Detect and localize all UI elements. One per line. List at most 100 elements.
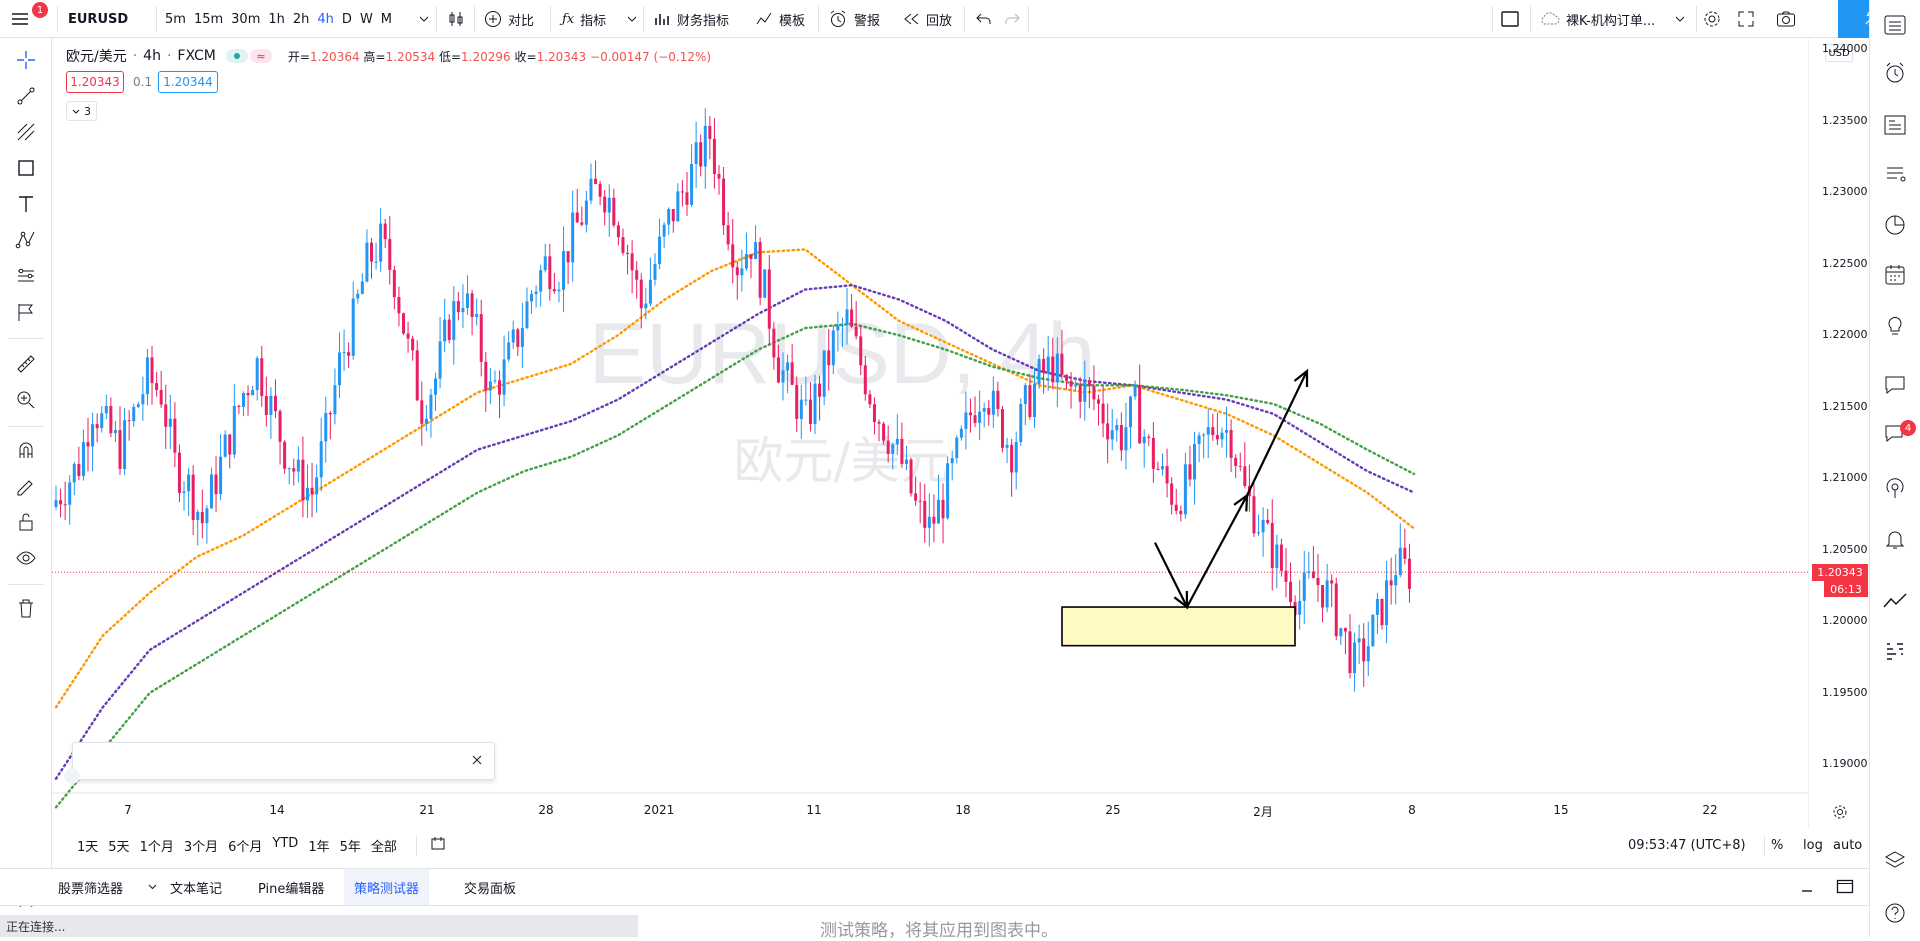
hide-drawings-tool[interactable] — [12, 544, 40, 572]
prediction-tool[interactable] — [12, 262, 40, 290]
interval-4h[interactable]: 4h — [317, 11, 334, 27]
interval-5m[interactable]: 5m — [165, 11, 186, 27]
layout-dropdown[interactable] — [1675, 0, 1685, 38]
sell-price-box[interactable]: 1.20343 — [66, 71, 124, 93]
buy-price-box[interactable]: 1.20344 — [158, 71, 218, 93]
object-tree-button[interactable] — [1880, 846, 1910, 876]
interval-dropdown[interactable] — [419, 0, 429, 38]
indicators-label: 指标 — [580, 13, 607, 29]
symbol-search[interactable]: EURUSD — [68, 11, 129, 27]
shapes-tool[interactable] — [12, 154, 40, 182]
fullscreen-button[interactable] — [1737, 0, 1755, 38]
range-button[interactable]: 6个月 — [228, 840, 263, 855]
trendline-tool[interactable] — [12, 82, 40, 110]
snapshot-button[interactable] — [1776, 0, 1796, 38]
interval-D[interactable]: D — [341, 11, 352, 27]
undo-button[interactable] — [976, 0, 992, 38]
icons-tool[interactable] — [12, 298, 40, 326]
indicators-collapse-button[interactable]: 3 — [66, 101, 97, 121]
redo-button[interactable] — [1004, 0, 1020, 38]
range-button[interactable]: 5年 — [339, 840, 361, 855]
financials-button[interactable]: 财务指标 — [653, 0, 729, 38]
help-button[interactable] — [1880, 898, 1910, 928]
interval-30m[interactable]: 30m — [231, 11, 261, 27]
market-status[interactable]: ≈ — [225, 49, 272, 63]
demand-zone-rectangle[interactable] — [1061, 606, 1296, 647]
candle-body — [81, 442, 85, 477]
candle-body — [904, 459, 908, 464]
percent-toggle[interactable]: % — [1771, 838, 1784, 853]
stay-drawing-tool[interactable] — [12, 472, 40, 500]
watchlist-button[interactable] — [1880, 10, 1910, 40]
minimize-panel-button[interactable] — [1800, 879, 1814, 897]
text-tool[interactable] — [12, 190, 40, 218]
panel-tab[interactable]: 股票筛选器 — [58, 881, 124, 897]
candle-body — [502, 359, 506, 395]
settings-button[interactable] — [1702, 0, 1722, 38]
range-button[interactable]: 全部 — [370, 840, 397, 855]
projection-arrow[interactable] — [1154, 370, 1308, 610]
measure-tool[interactable] — [12, 350, 40, 378]
lock-drawings-tool[interactable] — [12, 508, 40, 536]
chart-type-button[interactable] — [447, 0, 465, 38]
candle-body — [1211, 427, 1215, 436]
order-panel-button[interactable] — [1880, 586, 1910, 616]
pattern-tool[interactable] — [12, 226, 40, 254]
hotlist-button[interactable] — [1880, 210, 1910, 240]
candle-body — [1275, 544, 1279, 569]
chat-icon — [1885, 376, 1905, 395]
interval-1h[interactable]: 1h — [268, 11, 285, 27]
replay-button[interactable]: 回放 — [902, 0, 952, 38]
range-button[interactable]: 1天 — [77, 840, 99, 855]
goto-date-button[interactable] — [429, 836, 447, 856]
layout-name-button[interactable]: 裸K-机构订单... — [1538, 0, 1655, 38]
interval-W[interactable]: W — [359, 11, 373, 27]
alerts-button[interactable] — [1880, 58, 1910, 88]
remove-drawings-tool[interactable] — [12, 594, 40, 622]
chart-canvas[interactable]: EURUSD, 4h 欧元/美元 — [52, 38, 1809, 828]
zoom-tool[interactable] — [12, 386, 40, 414]
ideas-button[interactable] — [1880, 310, 1910, 340]
clock[interactable]: 09:53:47 (UTC+8) — [1628, 838, 1746, 853]
fib-tool[interactable] — [12, 118, 40, 146]
calendar-button[interactable] — [1880, 158, 1910, 188]
panel-tab[interactable]: 交易面板 — [464, 881, 517, 897]
log-toggle[interactable]: log — [1803, 838, 1823, 853]
dom-button[interactable] — [1880, 636, 1910, 666]
interval-2h[interactable]: 2h — [292, 11, 310, 27]
range-button[interactable]: 5天 — [108, 840, 130, 855]
candle-body — [712, 138, 716, 174]
panel-tab[interactable]: 策略测试器 — [344, 869, 430, 905]
crosshair-tool[interactable] — [12, 46, 40, 74]
candle-body — [950, 458, 954, 464]
chats-button[interactable] — [1880, 370, 1910, 400]
screener-dropdown[interactable] — [148, 869, 157, 905]
menu-button[interactable] — [10, 0, 30, 38]
news-button[interactable] — [1880, 110, 1910, 140]
range-button[interactable]: 3个月 — [183, 840, 219, 855]
range-button[interactable]: YTD — [272, 836, 299, 851]
maximize-panel-button[interactable] — [1836, 879, 1854, 899]
auto-toggle[interactable]: auto — [1833, 838, 1863, 853]
notifications-button[interactable] — [1880, 524, 1910, 554]
panel-tab[interactable]: 文本笔记 — [170, 881, 223, 897]
compare-button[interactable]: 对比 — [484, 0, 534, 38]
range-button[interactable]: 1年 — [308, 840, 330, 855]
panel-tab[interactable]: Pine编辑器 — [258, 881, 325, 897]
popup-close-button[interactable] — [470, 753, 484, 771]
interval-15m[interactable]: 15m — [193, 11, 224, 27]
magnet-tool[interactable] — [12, 436, 40, 464]
interval-M[interactable]: M — [380, 11, 393, 27]
streams-button[interactable] — [1880, 474, 1910, 504]
axis-settings-button[interactable] — [1831, 803, 1849, 825]
range-button[interactable]: 1个月 — [139, 840, 174, 855]
select-layout-button[interactable] — [1500, 0, 1520, 38]
scroll-indicator[interactable] — [64, 768, 80, 784]
currency-label[interactable]: USD — [1825, 44, 1853, 62]
alert-button[interactable]: 警报 — [828, 0, 880, 38]
indicators-button[interactable]: ƒx 指标 — [562, 0, 606, 38]
economic-calendar-button[interactable] — [1880, 260, 1910, 290]
indicators-dropdown[interactable] — [627, 0, 637, 38]
symbol-legend[interactable]: 欧元/美元 · 4h · FXCM ≈ 开=1.20364 高=1.20534 … — [66, 48, 712, 65]
templates-button[interactable]: 模板 — [755, 0, 805, 38]
